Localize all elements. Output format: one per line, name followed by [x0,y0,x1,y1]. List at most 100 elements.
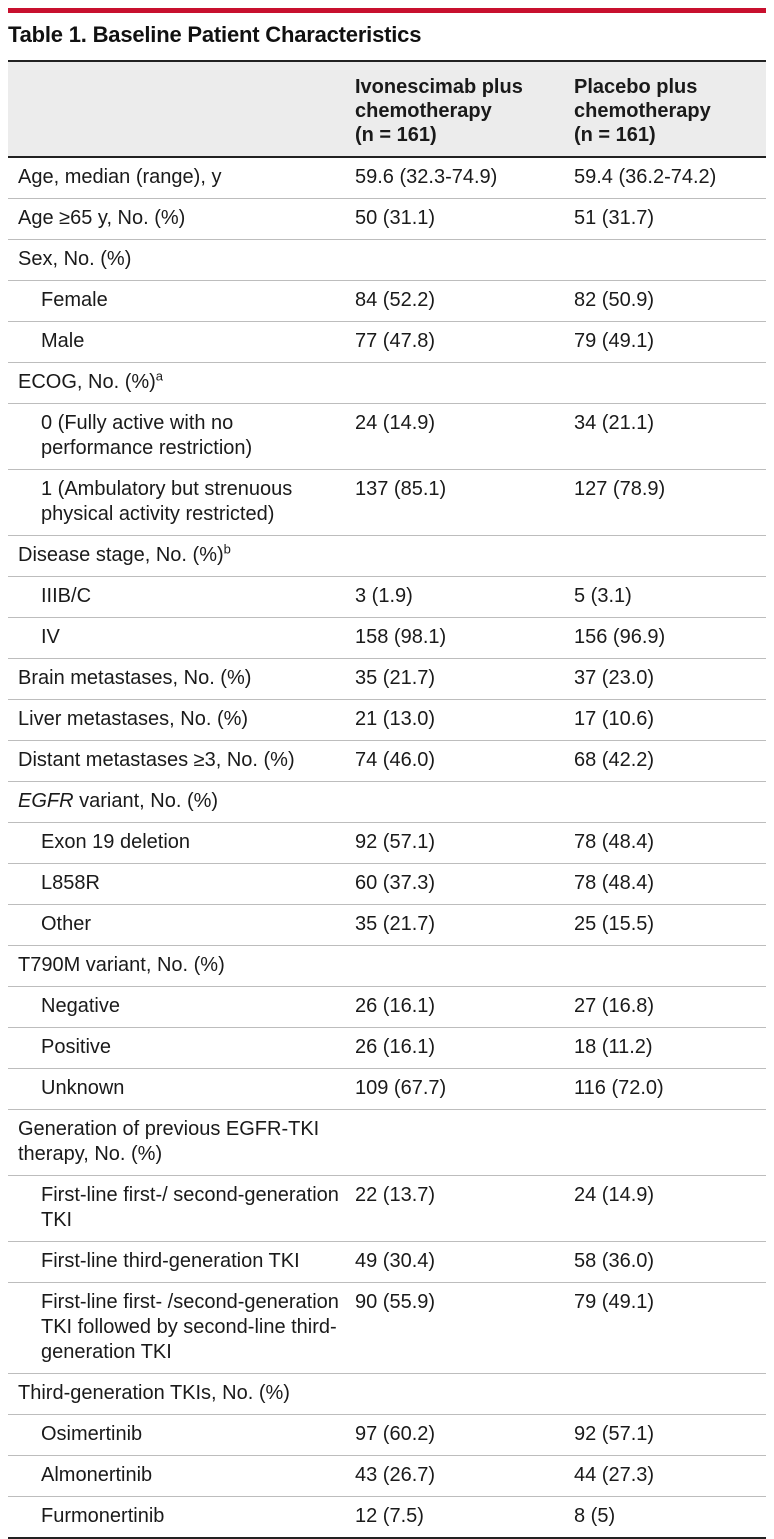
ivonescimab-value: 12 (7.5) [345,1496,564,1539]
row-label: First-line first-/ second-generation TKI [8,1175,345,1242]
ivonescimab-value: 22 (13.7) [345,1175,564,1242]
ivonescimab-value: 137 (85.1) [345,469,564,536]
row-label: Age ≥65 y, No. (%) [8,198,345,240]
ivonescimab-value: 60 (37.3) [345,863,564,905]
placebo-value: 44 (27.3) [564,1455,766,1497]
ivonescimab-value [345,239,564,281]
row-label: Sex, No. (%) [8,239,345,281]
placebo-value: 8 (5) [564,1496,766,1539]
table-row: 1 (Ambulatory but strenuous physical act… [8,469,766,536]
row-label: IV [8,617,345,659]
table-row-group-header: Third-generation TKIs, No. (%) [8,1373,766,1415]
table-header-row: Ivonescimab plus chemotherapy (n = 161) … [8,61,766,157]
footnote-marker: b [223,541,231,557]
table-row: Male 77 (47.8) 79 (49.1) [8,321,766,363]
table-row: Osimertinib 97 (60.2) 92 (57.1) [8,1414,766,1456]
row-label: Generation of previous EGFR-TKI therapy,… [8,1109,345,1176]
ivonescimab-value: 77 (47.8) [345,321,564,363]
table-row-group-header: T790M variant, No. (%) [8,945,766,987]
ivonescimab-value: 109 (67.7) [345,1068,564,1110]
table-row: Other 35 (21.7) 25 (15.5) [8,904,766,946]
table-row-group-header: ECOG, No. (%)a [8,362,766,404]
table-row: 0 (Fully active with no performance rest… [8,403,766,470]
placebo-value: 27 (16.8) [564,986,766,1028]
placebo-value [564,1373,766,1415]
baseline-characteristics-table: Ivonescimab plus chemotherapy (n = 161) … [8,60,766,1539]
row-label: L858R [8,863,345,905]
row-label: Negative [8,986,345,1028]
table-title: Table 1. Baseline Patient Characteristic… [8,22,422,47]
ivonescimab-value: 92 (57.1) [345,822,564,864]
placebo-value: 24 (14.9) [564,1175,766,1242]
header-label-col [8,61,345,157]
placebo-value: 92 (57.1) [564,1414,766,1456]
placebo-value: 79 (49.1) [564,321,766,363]
ivonescimab-value: 24 (14.9) [345,403,564,470]
row-label: Furmonertinib [8,1496,345,1539]
row-label: First-line first- /second-generation TKI… [8,1282,345,1374]
ivonescimab-value: 50 (31.1) [345,198,564,240]
row-label: Brain metastases, No. (%) [8,658,345,700]
ivonescimab-value [345,362,564,404]
ivonescimab-value: 21 (13.0) [345,699,564,741]
row-label: Age, median (range), y [8,157,345,199]
placebo-value: 82 (50.9) [564,280,766,322]
table-row: Negative 26 (16.1) 27 (16.8) [8,986,766,1028]
row-label: Almonertinib [8,1455,345,1497]
ivonescimab-value: 35 (21.7) [345,658,564,700]
row-label: Osimertinib [8,1414,345,1456]
placebo-value: 116 (72.0) [564,1068,766,1110]
placebo-value: 5 (3.1) [564,576,766,618]
ivonescimab-value: 97 (60.2) [345,1414,564,1456]
row-label: First-line third-generation TKI [8,1241,345,1283]
table-row: Positive 26 (16.1) 18 (11.2) [8,1027,766,1069]
row-label: Male [8,321,345,363]
ivonescimab-value [345,945,564,987]
ivonescimab-value: 158 (98.1) [345,617,564,659]
placebo-value: 68 (42.2) [564,740,766,782]
placebo-value: 78 (48.4) [564,863,766,905]
row-label: Unknown [8,1068,345,1110]
row-label: EGFR variant, No. (%) [8,781,345,823]
ivonescimab-value: 26 (16.1) [345,1027,564,1069]
ivonescimab-value [345,1109,564,1176]
header-placebo-col: Placebo plus chemotherapy (n = 161) [574,76,711,146]
table-row: Age ≥65 y, No. (%) 50 (31.1) 51 (31.7) [8,198,766,240]
placebo-value: 34 (21.1) [564,403,766,470]
placebo-value: 17 (10.6) [564,699,766,741]
table-row: First-line third-generation TKI 49 (30.4… [8,1241,766,1283]
placebo-value: 59.4 (36.2-74.2) [564,157,766,199]
ivonescimab-value: 59.6 (32.3-74.9) [345,157,564,199]
ivonescimab-value: 43 (26.7) [345,1455,564,1497]
placebo-value: 18 (11.2) [564,1027,766,1069]
footnote-marker: a [155,368,164,384]
row-label: 0 (Fully active with no performance rest… [8,403,345,470]
ivonescimab-value: 84 (52.2) [345,280,564,322]
row-label: Disease stage, No. (%)b [8,535,345,577]
ivonescimab-value: 26 (16.1) [345,986,564,1028]
table-row: Liver metastases, No. (%) 21 (13.0) 17 (… [8,699,766,741]
ivonescimab-value: 74 (46.0) [345,740,564,782]
placebo-value [564,535,766,577]
row-label: Liver metastases, No. (%) [8,699,345,741]
placebo-value: 156 (96.9) [564,617,766,659]
ivonescimab-value: 49 (30.4) [345,1241,564,1283]
table-row: Exon 19 deletion 92 (57.1) 78 (48.4) [8,822,766,864]
header-ivonescimab-col: Ivonescimab plus chemotherapy (n = 161) [355,76,523,146]
ivonescimab-value [345,1373,564,1415]
placebo-value [564,362,766,404]
table-row: Female 84 (52.2) 82 (50.9) [8,280,766,322]
row-label: T790M variant, No. (%) [8,945,345,987]
table-row: Furmonertinib 12 (7.5) 8 (5) [8,1496,766,1539]
ivonescimab-value [345,535,564,577]
placebo-value: 58 (36.0) [564,1241,766,1283]
placebo-value: 127 (78.9) [564,469,766,536]
table-row: Brain metastases, No. (%) 35 (21.7) 37 (… [8,658,766,700]
row-label: Female [8,280,345,322]
row-label: Exon 19 deletion [8,822,345,864]
table-row: IV 158 (98.1) 156 (96.9) [8,617,766,659]
table-row-group-header: Sex, No. (%) [8,239,766,281]
table-row: First-line first- /second-generation TKI… [8,1282,766,1374]
table-row: Distant metastases ≥3, No. (%) 74 (46.0)… [8,740,766,782]
row-label: Positive [8,1027,345,1069]
